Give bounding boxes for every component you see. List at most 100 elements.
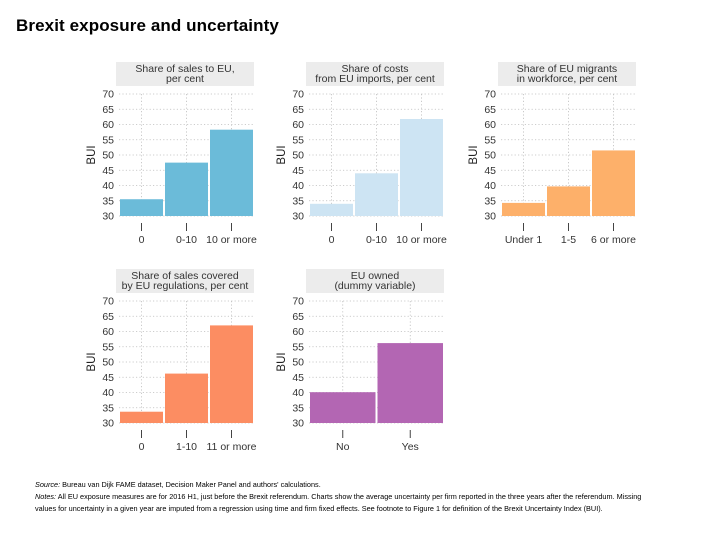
chart-svg: 30 35 40 45 50 55 60 65 70 0 1-10 11 or more BUI xyxy=(86,296,257,454)
x-tick-label: 0-10 xyxy=(366,234,387,246)
y-tick-label: 70 xyxy=(292,296,304,308)
y-tick-label: 40 xyxy=(102,387,114,399)
bar-10-or-more xyxy=(210,129,253,216)
x-tick-label: Yes xyxy=(402,441,419,453)
x-tick-label: 0 xyxy=(139,234,145,246)
chart-title-strip: Share of costs from EU imports, per cent xyxy=(306,62,444,86)
x-tick-label: 0 xyxy=(139,441,145,453)
chart-svg: 30 35 40 45 50 55 60 65 70 0 0-10 10 or more BUI xyxy=(276,89,447,247)
y-tick-label: 35 xyxy=(102,402,114,414)
page-title: Brexit exposure and uncertainty xyxy=(16,16,279,35)
y-tick-label: 55 xyxy=(102,134,114,146)
chart-panel-eu-migrants: Share of EU migrants in workforce, per ce… xyxy=(462,55,652,250)
y-tick-label: 65 xyxy=(102,311,114,323)
y-tick-label: 55 xyxy=(292,134,304,146)
chart-title-line: (dummy variable) xyxy=(334,280,416,292)
chart-svg: 30 35 40 45 50 55 60 65 70 0 0-10 10 or more BUI xyxy=(86,89,257,247)
chart-svg: 30 35 40 45 50 55 60 65 70 Under 1 1-5 6 or more BUI xyxy=(468,89,636,247)
y-axis-label: BUI xyxy=(468,145,480,164)
bar-0 xyxy=(310,203,353,216)
chart-title-strip: Share of EU migrants in workforce, per ce… xyxy=(498,62,636,86)
y-tick-label: 70 xyxy=(292,89,304,101)
chart-title-line: Share of sales to EU, xyxy=(135,62,235,75)
y-tick-label: 60 xyxy=(102,119,114,131)
y-tick-label: 40 xyxy=(292,387,304,399)
y-tick-label: 65 xyxy=(292,104,304,116)
bar-0 xyxy=(120,411,163,423)
y-tick-label: 40 xyxy=(102,180,114,192)
chart-title-line: Share of costs xyxy=(341,62,409,75)
y-tick-label: 55 xyxy=(484,134,496,146)
y-tick-label: 40 xyxy=(292,180,304,192)
y-tick-label: 65 xyxy=(292,311,304,323)
chart-title-line: by EU regulations, per cent xyxy=(121,280,249,292)
bar-0 xyxy=(120,199,163,216)
notes-note: Notes: All EU exposure measures are for … xyxy=(35,491,655,515)
y-tick-label: 30 xyxy=(292,418,304,430)
source-note: Source: Bureau van Dijk FAME dataset, De… xyxy=(35,479,655,491)
chart-title-line: Share of sales covered xyxy=(131,269,239,282)
y-axis-label: BUI xyxy=(86,145,98,164)
chart-title-line: Share of EU migrants xyxy=(516,62,618,75)
y-tick-label: 30 xyxy=(292,211,304,223)
y-tick-label: 35 xyxy=(484,195,496,207)
notes-text: All EU exposure measures are for 2016 H1… xyxy=(35,492,642,513)
bar-0-10 xyxy=(165,162,208,216)
chart-title-strip: EU owned (dummy variable) xyxy=(306,269,444,293)
y-tick-label: 50 xyxy=(292,150,304,162)
bar-yes xyxy=(377,343,443,423)
chart-panel-costs-from-eu-imports: Share of costs from EU imports, per cent 3… xyxy=(270,55,460,250)
y-tick-label: 70 xyxy=(102,296,114,308)
x-tick-label: No xyxy=(336,441,350,453)
chart-panel-sales-covered-by-eu-regulations: Share of sales covered by EU regulations,… xyxy=(80,262,270,457)
chart-svg: 30 35 40 45 50 55 60 65 70 No Yes BUI xyxy=(276,296,444,453)
bar-10-or-more xyxy=(400,119,443,216)
x-tick-label: 10 or more xyxy=(396,234,447,246)
bar-11-or-more xyxy=(210,325,253,423)
y-tick-label: 60 xyxy=(484,119,496,131)
y-tick-label: 35 xyxy=(292,402,304,414)
bar-no xyxy=(310,392,376,423)
chart-title-line: in workforce, per cent xyxy=(516,73,618,85)
chart-title-strip: Share of sales covered by EU regulations,… xyxy=(116,269,254,293)
y-tick-label: 70 xyxy=(102,89,114,101)
y-tick-label: 45 xyxy=(102,372,114,384)
bar-1-10 xyxy=(165,373,208,423)
y-axis-label: BUI xyxy=(276,145,288,164)
y-tick-label: 50 xyxy=(102,150,114,162)
x-tick-label: 1-10 xyxy=(176,441,197,453)
x-tick-label: 0-10 xyxy=(176,234,197,246)
y-tick-label: 45 xyxy=(292,165,304,177)
source-label: Source: xyxy=(35,480,61,489)
y-axis-label: BUI xyxy=(276,352,288,371)
y-tick-label: 30 xyxy=(102,211,114,223)
y-axis-label: BUI xyxy=(86,352,98,371)
y-tick-label: 35 xyxy=(292,195,304,207)
bar-under-1 xyxy=(502,202,545,216)
y-tick-label: 45 xyxy=(292,372,304,384)
chart-title-line: per cent xyxy=(166,73,204,85)
y-tick-label: 50 xyxy=(292,357,304,369)
chart-panel-sales-to-eu: Share of sales to EU, per cent 30 35 40 45 50 5… xyxy=(80,55,270,250)
chart-title-line: from EU imports, per cent xyxy=(315,73,435,85)
y-tick-label: 70 xyxy=(484,89,496,101)
x-tick-label: Under 1 xyxy=(505,234,543,246)
y-tick-label: 60 xyxy=(292,119,304,131)
x-tick-label: 6 or more xyxy=(591,234,636,246)
y-tick-label: 65 xyxy=(484,104,496,116)
y-tick-label: 45 xyxy=(484,165,496,177)
y-tick-label: 45 xyxy=(102,165,114,177)
y-tick-label: 55 xyxy=(102,341,114,353)
x-tick-label: 11 or more xyxy=(207,441,257,453)
footnotes: Source: Bureau van Dijk FAME dataset, De… xyxy=(35,479,655,515)
bar-0-10 xyxy=(355,173,398,216)
y-tick-label: 60 xyxy=(102,326,114,338)
chart-title-line: EU owned xyxy=(350,269,400,282)
y-tick-label: 50 xyxy=(102,357,114,369)
y-tick-label: 65 xyxy=(102,104,114,116)
chart-title-strip: Share of sales to EU, per cent xyxy=(116,62,254,86)
y-tick-label: 35 xyxy=(102,195,114,207)
y-tick-label: 30 xyxy=(102,418,114,430)
y-tick-label: 55 xyxy=(292,341,304,353)
x-tick-label: 10 or more xyxy=(206,234,257,246)
